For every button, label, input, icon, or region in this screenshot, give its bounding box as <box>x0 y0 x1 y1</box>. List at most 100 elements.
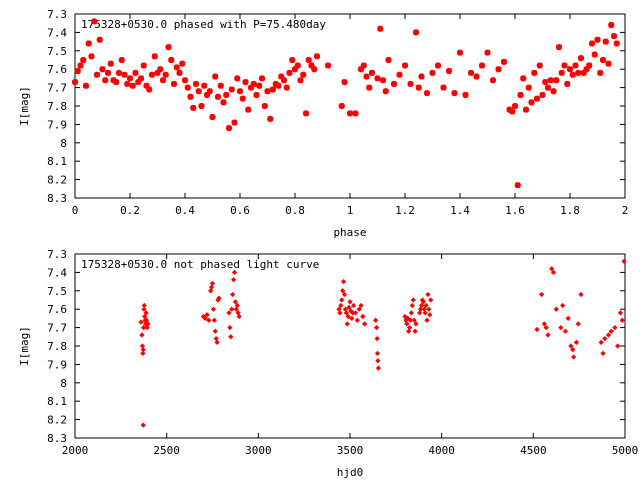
data-point <box>506 106 513 113</box>
data-point <box>385 56 392 64</box>
data-point <box>139 332 145 338</box>
data-point <box>165 44 172 51</box>
data-point <box>621 258 627 264</box>
data-point <box>236 313 242 320</box>
data-point <box>538 291 545 298</box>
data-point <box>528 99 535 106</box>
data-point <box>547 77 554 84</box>
data-point <box>451 90 458 97</box>
data-point <box>338 102 345 110</box>
data-point <box>560 302 566 309</box>
data-point <box>234 302 240 309</box>
data-point <box>225 125 233 132</box>
data-point <box>151 53 158 60</box>
data-point <box>374 350 381 356</box>
data-point <box>456 49 464 56</box>
data-point <box>247 84 255 91</box>
y-tick-label: 7.6 <box>47 63 67 76</box>
data-point <box>569 71 576 78</box>
data-point <box>373 317 379 323</box>
data-point <box>360 313 366 320</box>
data-point <box>184 84 191 91</box>
data-point <box>96 36 103 43</box>
data-point <box>226 310 232 316</box>
data-point <box>406 324 413 331</box>
data-point <box>206 317 212 323</box>
data-point <box>401 62 409 69</box>
x-tick-label: 0.2 <box>120 204 140 217</box>
phased-light-curve-panel: 0 0.2 0.4 0.6 0.8 1 1.2 1.4 1.6 1.8 2 7.3 7.4 7.5 7.6 7… <box>18 8 628 239</box>
data-point <box>195 88 202 95</box>
data-point <box>467 69 475 76</box>
y-tick-label: 8 <box>60 137 67 150</box>
data-point <box>229 306 235 312</box>
data-point <box>541 321 547 327</box>
data-point <box>231 119 238 126</box>
y-tick-label: 7.5 <box>47 45 67 58</box>
data-point <box>148 71 156 78</box>
data-point <box>561 62 568 69</box>
data-point <box>517 91 524 98</box>
data-point <box>258 75 266 82</box>
x-tick-label: 5000 <box>612 444 639 457</box>
data-point <box>545 332 551 338</box>
data-point <box>568 343 574 349</box>
data-point <box>170 80 178 87</box>
data-point <box>115 69 123 76</box>
data-point <box>612 324 618 331</box>
data-point <box>209 280 216 287</box>
data-point <box>427 312 433 318</box>
data-point <box>608 22 615 29</box>
data-point <box>206 88 213 95</box>
data-point <box>578 291 584 298</box>
data-point <box>406 328 412 334</box>
data-point <box>542 79 549 86</box>
data-point <box>407 80 414 87</box>
data-point <box>425 291 431 298</box>
data-point <box>434 62 442 69</box>
data-point <box>570 347 576 353</box>
data-point <box>591 51 598 58</box>
data-point <box>143 310 149 316</box>
data-point <box>357 66 365 73</box>
data-point <box>424 317 430 323</box>
x-tick-label: 2000 <box>62 444 89 457</box>
data-point <box>344 321 350 327</box>
data-point <box>445 68 453 75</box>
y-tick-label: 7.6 <box>47 303 67 316</box>
data-point <box>168 56 175 64</box>
y-tick-label: 7.7 <box>47 82 67 95</box>
data-point <box>135 79 142 86</box>
unphased-light-curve-panel: 2000 2500 3000 3500 4000 4500 5000 7.3 7.4 7.5 7.6… <box>18 248 638 479</box>
data-point <box>294 62 301 69</box>
data-point <box>223 91 230 98</box>
data-point <box>203 91 211 98</box>
data-point <box>297 77 304 84</box>
data-point <box>362 321 368 327</box>
data-point <box>82 82 90 89</box>
data-point <box>227 324 233 331</box>
data-point <box>213 336 219 342</box>
data-point <box>602 38 609 45</box>
data-point <box>575 321 581 327</box>
data-point <box>140 324 147 331</box>
data-point <box>278 73 285 80</box>
data-point <box>346 304 352 310</box>
data-point <box>495 66 502 73</box>
y-tick-label: 7.9 <box>47 118 67 131</box>
data-point <box>617 310 624 316</box>
y-axis-label: I[mag] <box>18 326 31 366</box>
y-axis-label: I[mag] <box>18 86 31 126</box>
data-point <box>214 93 222 100</box>
data-point <box>412 328 418 334</box>
data-point <box>138 319 144 325</box>
data-point <box>91 18 98 25</box>
data-point <box>256 82 263 89</box>
data-point <box>289 56 296 64</box>
data-point <box>440 84 447 91</box>
data-point <box>236 88 244 95</box>
data-point <box>544 84 552 91</box>
data-point <box>212 328 218 334</box>
data-point <box>420 299 426 305</box>
x-axis-label: phase <box>333 226 366 239</box>
